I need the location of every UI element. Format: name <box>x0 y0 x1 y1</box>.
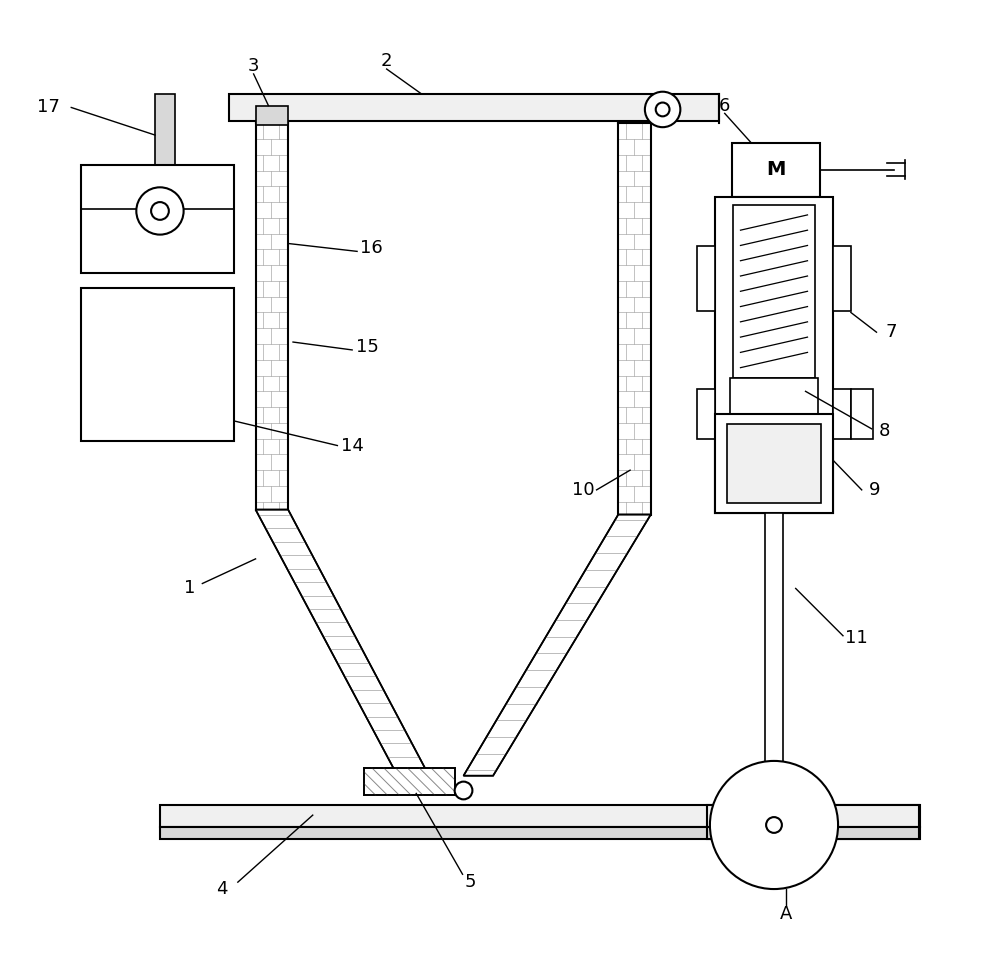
Text: 3: 3 <box>248 57 259 75</box>
Circle shape <box>656 102 670 117</box>
Bar <box>765 513 783 776</box>
Circle shape <box>710 761 838 889</box>
Text: 15: 15 <box>356 338 378 356</box>
Text: 9: 9 <box>869 481 880 499</box>
Text: 8: 8 <box>879 421 890 440</box>
Bar <box>160 805 718 827</box>
Bar <box>229 94 719 121</box>
Text: 7: 7 <box>886 323 897 341</box>
Bar <box>81 288 234 441</box>
Bar <box>155 94 175 212</box>
Bar <box>727 424 821 502</box>
Bar <box>732 143 820 198</box>
Bar <box>81 165 234 273</box>
Text: 11: 11 <box>845 629 868 647</box>
Circle shape <box>766 817 782 833</box>
Bar <box>707 805 919 827</box>
Bar <box>760 811 788 839</box>
Text: M: M <box>766 160 786 179</box>
Polygon shape <box>464 515 651 776</box>
Bar <box>697 247 715 310</box>
Circle shape <box>136 187 184 234</box>
Bar <box>256 105 288 125</box>
Text: A: A <box>780 904 792 923</box>
Text: 16: 16 <box>360 239 383 257</box>
Bar <box>833 389 851 439</box>
Polygon shape <box>256 510 429 776</box>
Circle shape <box>151 202 169 220</box>
Bar <box>715 198 833 513</box>
Bar <box>833 247 851 310</box>
Bar <box>733 205 815 378</box>
Bar <box>718 805 920 827</box>
Bar <box>618 123 651 515</box>
Bar <box>697 389 715 439</box>
Text: 5: 5 <box>465 873 476 891</box>
Bar <box>160 827 718 839</box>
Bar <box>364 767 455 795</box>
Circle shape <box>455 782 472 799</box>
Text: 2: 2 <box>381 52 392 70</box>
Circle shape <box>645 92 680 127</box>
Text: 17: 17 <box>37 98 60 117</box>
Text: 1: 1 <box>184 579 195 598</box>
Bar <box>256 123 288 510</box>
Bar <box>730 378 818 446</box>
Bar <box>851 389 873 439</box>
Bar <box>707 827 919 839</box>
Bar <box>715 414 833 513</box>
Bar <box>718 827 920 839</box>
Text: 4: 4 <box>216 880 228 898</box>
Text: 14: 14 <box>341 437 364 455</box>
Text: 6: 6 <box>719 96 730 115</box>
Text: 10: 10 <box>572 481 595 499</box>
